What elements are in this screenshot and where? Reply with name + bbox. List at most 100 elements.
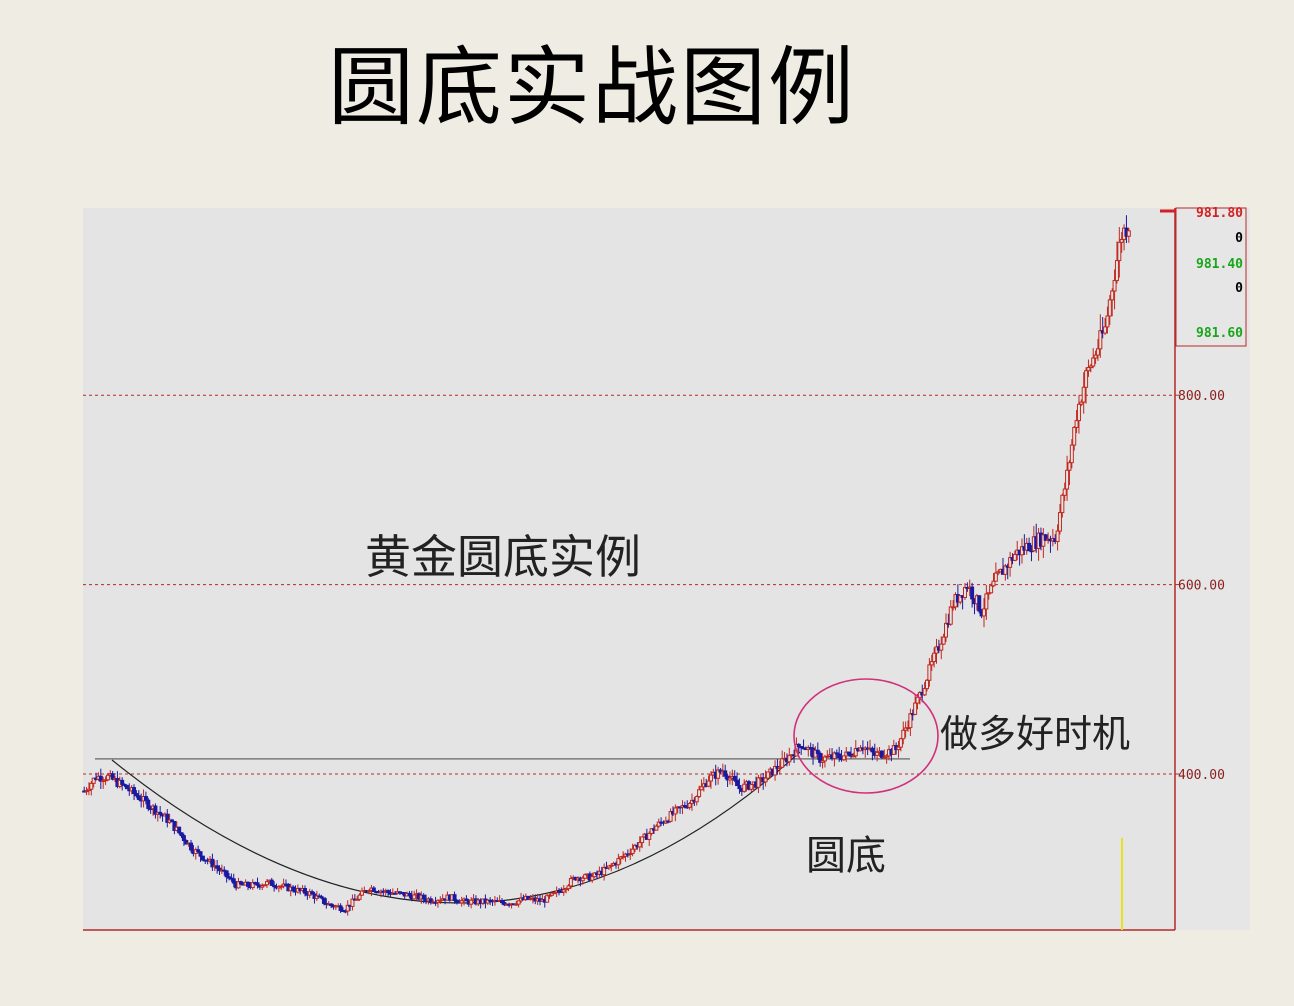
candle xyxy=(310,889,315,895)
candle xyxy=(1105,306,1110,334)
candle-body xyxy=(735,779,740,787)
candle-body xyxy=(561,889,566,893)
candle xyxy=(799,745,804,756)
candle-body xyxy=(134,793,139,797)
candle xyxy=(134,790,139,798)
candle xyxy=(246,881,251,891)
candle xyxy=(832,751,837,767)
candle-body xyxy=(927,664,932,681)
candle xyxy=(970,582,975,608)
candle xyxy=(345,900,350,916)
candle-body xyxy=(977,595,982,612)
candle-body xyxy=(944,622,949,638)
candle-body xyxy=(1065,469,1070,490)
candle xyxy=(630,843,635,857)
candle xyxy=(170,818,175,822)
candle xyxy=(1069,439,1074,469)
candle-body xyxy=(386,890,391,894)
candle-body xyxy=(136,795,141,800)
candle-body xyxy=(321,897,326,904)
candle-body xyxy=(196,849,201,853)
candle xyxy=(583,873,588,880)
tick-label: 800.00 xyxy=(1178,389,1225,404)
candle-body xyxy=(181,835,186,842)
candle xyxy=(1076,395,1081,434)
candle xyxy=(708,771,713,789)
candle xyxy=(136,790,141,801)
candle xyxy=(231,873,236,888)
candle xyxy=(1093,350,1098,364)
candle-body xyxy=(656,821,661,827)
candle-body xyxy=(158,811,163,815)
candle-body xyxy=(319,896,324,899)
candle xyxy=(948,600,953,626)
candle xyxy=(1003,564,1008,581)
candle xyxy=(590,872,595,883)
candle-body xyxy=(1069,444,1074,464)
candle xyxy=(181,833,186,846)
candle-body xyxy=(84,790,89,793)
candle-body xyxy=(500,900,505,904)
candle-body xyxy=(780,758,785,768)
candle-body xyxy=(834,752,839,755)
candle-body xyxy=(925,679,930,690)
candle-body xyxy=(879,750,884,758)
candle-body xyxy=(870,747,875,753)
candle-body xyxy=(120,779,125,785)
candle xyxy=(1012,550,1017,562)
candle xyxy=(165,809,170,828)
candle-body xyxy=(699,786,704,791)
candle-body xyxy=(647,832,652,840)
candle xyxy=(217,865,222,875)
candle xyxy=(1084,367,1089,404)
candle xyxy=(1126,227,1131,243)
candle-body xyxy=(98,775,103,782)
candle xyxy=(787,747,792,766)
candle xyxy=(735,772,740,787)
candle xyxy=(350,894,355,911)
candle xyxy=(849,746,854,759)
candle-body xyxy=(198,851,203,857)
candle xyxy=(224,870,229,883)
candle xyxy=(756,774,761,794)
candle xyxy=(697,785,702,799)
candle xyxy=(991,573,996,588)
candle-body xyxy=(210,858,215,868)
candle-body xyxy=(1074,420,1079,428)
candle-body xyxy=(545,894,550,903)
price-readout: 981.80 0 981.40 0 981.60 xyxy=(1196,206,1243,341)
candle xyxy=(459,896,464,907)
candle-body xyxy=(291,886,296,892)
candle xyxy=(184,839,189,845)
candle xyxy=(250,879,255,890)
candle-body xyxy=(1117,241,1122,262)
candle-body xyxy=(407,892,412,896)
candle xyxy=(922,682,927,697)
candle xyxy=(875,747,880,762)
annotation-buy: 做多好时机 xyxy=(940,712,1130,756)
candle xyxy=(621,851,626,860)
candle xyxy=(879,750,884,760)
candle-body xyxy=(177,826,182,834)
candle xyxy=(84,787,89,796)
candle xyxy=(89,781,94,796)
candle xyxy=(215,859,220,874)
page-title: 圆底实战图例 xyxy=(328,38,856,138)
candle-body xyxy=(787,754,792,763)
candle-body xyxy=(269,879,274,886)
candle xyxy=(580,875,585,885)
candle-body xyxy=(1103,326,1108,334)
candle-body xyxy=(832,752,837,759)
candle xyxy=(338,903,343,913)
candle-body xyxy=(217,867,222,872)
candle-body xyxy=(454,899,459,903)
candle xyxy=(189,839,194,853)
candle xyxy=(428,896,433,905)
candle-body xyxy=(105,774,110,781)
candle xyxy=(815,742,820,760)
candle-body xyxy=(1088,365,1093,369)
candle xyxy=(941,633,946,645)
candle xyxy=(272,881,277,892)
candle xyxy=(884,754,889,764)
candle-body xyxy=(272,884,277,888)
